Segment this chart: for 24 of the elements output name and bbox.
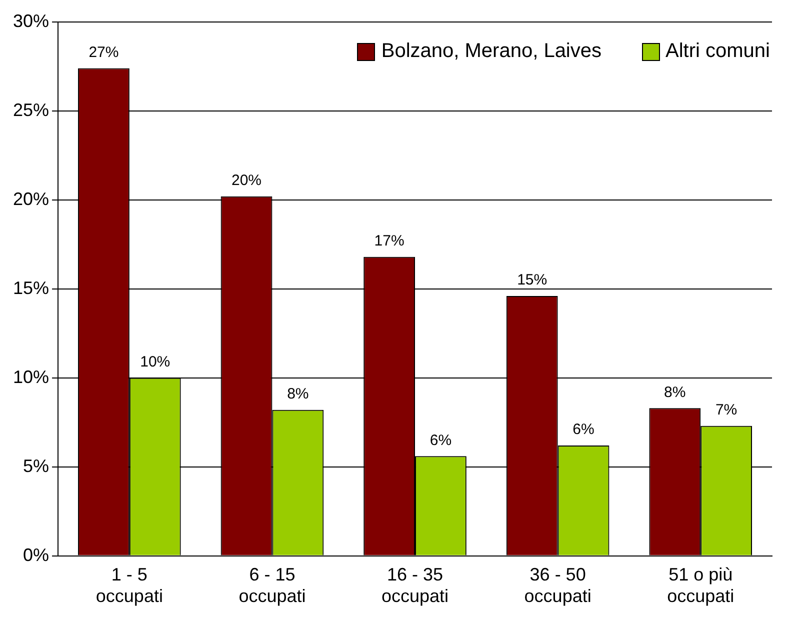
data-label: 15% xyxy=(517,272,548,289)
y-tick-label: 20% xyxy=(12,188,50,209)
data-label: 7% xyxy=(715,402,738,419)
x-tick-label: 36 - 50 occupati xyxy=(524,564,592,606)
x-tick-label: 1 - 5 occupati xyxy=(96,564,163,606)
y-tick-label: 0% xyxy=(23,544,50,565)
data-label: 8% xyxy=(664,384,686,401)
data-label: 20% xyxy=(232,172,262,190)
data-label: 10% xyxy=(140,354,170,371)
y-tick-label: 10% xyxy=(12,366,50,387)
data-label: 6% xyxy=(572,421,594,438)
y-tick-label: 5% xyxy=(23,456,50,476)
y-tick-label: 25% xyxy=(12,100,50,120)
data-label: 27% xyxy=(88,44,119,61)
legend-label: Bolzano, Merano, Laives xyxy=(381,40,602,63)
data-label: 6% xyxy=(430,432,452,449)
x-tick-label: 16 - 35 occupati xyxy=(381,564,449,606)
data-label: 17% xyxy=(374,232,404,250)
y-tick-label: 30% xyxy=(12,10,50,31)
data-label: 8% xyxy=(287,386,309,403)
x-tick-label: 51 o più occupati xyxy=(667,564,734,606)
y-tick-label: 15% xyxy=(12,278,50,298)
x-tick-label: 6 - 15 occupati xyxy=(238,564,306,606)
legend-label: Altri comuni xyxy=(666,40,770,63)
